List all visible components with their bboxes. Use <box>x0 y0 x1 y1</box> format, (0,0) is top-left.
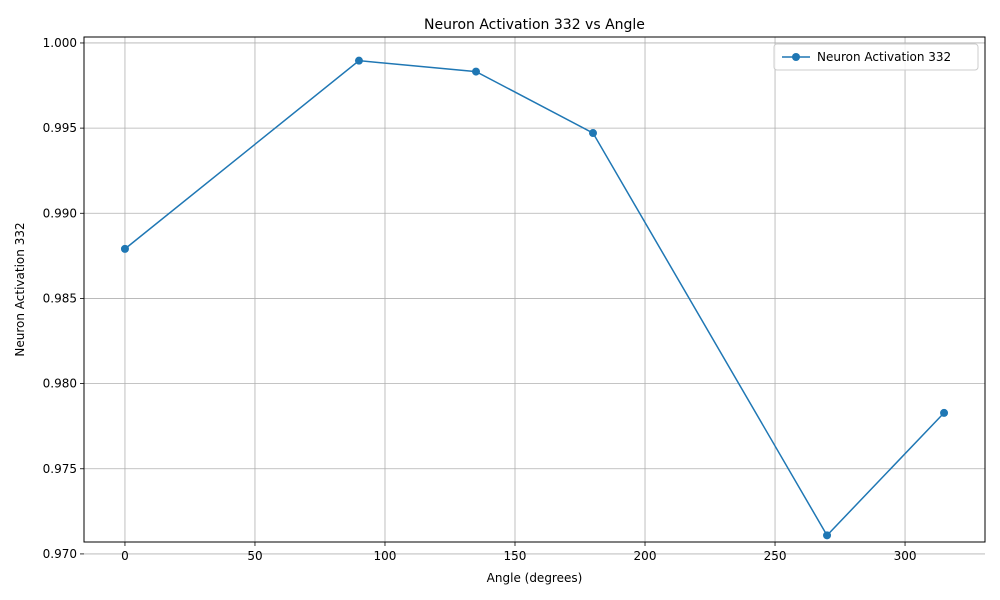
data-point <box>589 129 598 138</box>
x-tick-label: 0 <box>121 549 129 563</box>
data-point <box>354 56 363 65</box>
y-axis-ticks: 0.970 0.975 0.980 0.985 0.990 0.995 1.000 <box>43 36 84 561</box>
data-point <box>823 531 832 540</box>
x-tick-label: 150 <box>504 549 527 563</box>
data-point <box>471 67 480 76</box>
x-axis-label: Angle (degrees) <box>487 571 583 585</box>
y-tick-label: 0.975 <box>43 462 77 476</box>
data-point <box>120 244 129 253</box>
plot-area-frame <box>83 36 986 543</box>
legend: Neuron Activation 332 <box>773 43 979 71</box>
x-tick-label: 100 <box>374 549 397 563</box>
y-axis-label: Neuron Activation 332 <box>13 222 27 356</box>
x-tick-label: 250 <box>764 549 787 563</box>
data-point <box>940 408 949 417</box>
legend-marker-swatch <box>792 53 800 61</box>
y-tick-label: 0.970 <box>43 547 77 561</box>
legend-box <box>773 43 979 71</box>
chart-title: Neuron Activation 332 vs Angle <box>424 17 645 33</box>
x-tick-label: 200 <box>634 549 657 563</box>
series-layer <box>120 56 949 540</box>
x-tick-label: 50 <box>247 549 262 563</box>
y-tick-label: 0.995 <box>43 121 77 135</box>
series-line <box>124 59 945 537</box>
y-tick-label: 0.985 <box>43 291 77 305</box>
legend-entry-label: Neuron Activation 332 <box>817 50 951 64</box>
y-tick-label: 0.980 <box>43 377 77 391</box>
y-tick-label: 0.990 <box>43 206 77 220</box>
x-tick-label: 300 <box>894 549 917 563</box>
y-tick-label: 1.000 <box>43 36 77 50</box>
x-axis-ticks: 0 50 100 150 200 250 300 <box>121 542 916 563</box>
grid-lines <box>84 37 985 555</box>
